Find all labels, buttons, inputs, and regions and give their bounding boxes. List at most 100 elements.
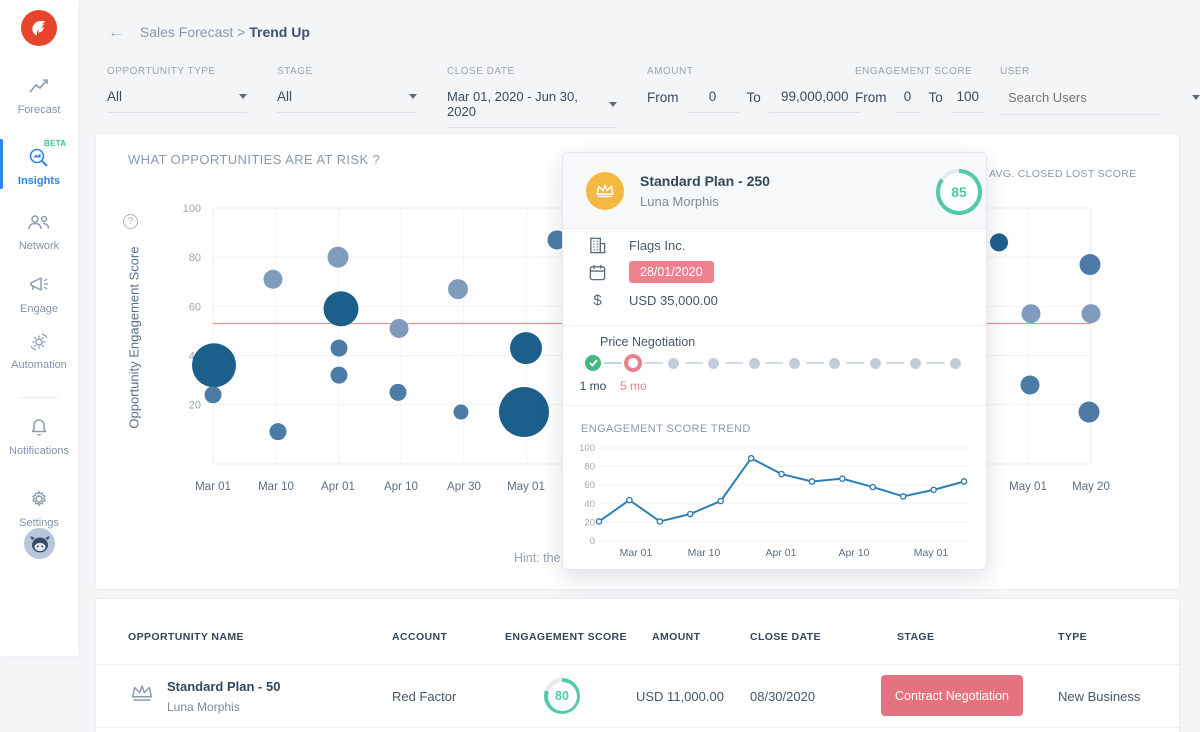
app-logo[interactable] [21,10,57,46]
opportunity-bubble[interactable] [327,246,349,268]
amount-cell: USD 11,000.00 [636,689,724,704]
bot-avatar[interactable] [24,528,55,559]
people-icon [0,211,78,233]
sidebar-item-insights[interactable]: Insights [0,146,78,189]
tooltip-header: Standard Plan - 250 Luna Morphis 85 [563,153,986,229]
selected-value: All [277,89,293,104]
hint-text: Hint: the [514,551,561,565]
opportunity-bubble[interactable] [1020,375,1040,395]
future-stage-node [668,357,680,369]
dollar-icon: $ [593,292,602,309]
y-axis-title: Opportunity Engagement Score [126,246,142,429]
opportunity-bubble[interactable] [990,233,1008,252]
filter-close-date: CLOSE DATE Mar 01, 2020 - Jun 30, 2020 [447,66,617,128]
filter-label: OPPORTUNITY TYPE [107,66,216,77]
sidebar-item-label: Notifications [9,445,69,457]
stage-badge-button[interactable]: Contract Negotiation [881,675,1023,716]
trend-line [598,456,965,523]
opportunity-bubble[interactable] [269,423,287,441]
opportunity-bubble[interactable] [453,404,469,420]
sidebar-item-label: Network [18,240,60,252]
opportunity-bubble[interactable] [1081,304,1101,324]
opportunity-bubble[interactable] [547,230,567,250]
help-icon[interactable]: ? [123,214,138,229]
engagement-score-value: 80 [547,681,577,711]
future-stage-node [829,357,841,369]
sidebar-item-automation[interactable]: Automation [0,330,78,373]
future-stage-node [708,357,720,369]
score-to-input[interactable] [950,89,985,113]
opportunity-bubble[interactable] [330,339,348,357]
score-from-input[interactable] [894,89,921,113]
col-type: TYPE [1058,631,1088,643]
amount-to-input[interactable] [768,89,861,113]
gear-icon [0,488,78,510]
engagement-score-ring: 80 [544,678,580,714]
opportunity-bubble[interactable] [204,386,222,404]
close-date-cell: 08/30/2020 [750,689,816,704]
filter-label: STAGE [277,66,313,77]
filter-label: CLOSE DATE [447,66,515,77]
robot-face-icon [29,535,50,552]
bell-icon [0,416,78,438]
megaphone-icon [0,274,78,296]
filter-user: USER [1000,66,1200,115]
table-row-divider [96,727,1179,728]
x-tick-label: May 01 [507,481,545,493]
opportunity-bubble[interactable] [192,343,236,388]
opportunity-type-select[interactable]: All [107,89,247,113]
sidebar-item-label: Insights [17,175,61,187]
amount-from-input[interactable] [686,89,739,113]
future-stage-node [869,357,881,369]
opportunity-name[interactable]: Standard Plan - 50 [167,679,281,694]
to-label: To [746,90,761,105]
y-tick-label: 80 [584,462,595,473]
close-date-select[interactable]: Mar 01, 2020 - Jun 30, 2020 [447,89,617,128]
trend-up-icon [0,75,78,97]
opportunity-tooltip: Standard Plan - 250 Luna Morphis 85 Flag… [562,152,987,570]
trend-point [808,478,816,485]
future-stage-node [789,357,800,369]
opportunity-bubble[interactable] [510,332,542,365]
opportunity-bubble[interactable] [330,366,348,384]
future-stage-node [950,357,962,369]
user-search-input[interactable] [1008,90,1184,105]
opportunity-bubble[interactable] [389,383,407,401]
user-search[interactable] [1000,89,1200,115]
opportunity-bubble[interactable] [323,291,359,327]
opportunities-table-card: OPPORTUNITY NAME ACCOUNT ENGAGEMENT SCOR… [95,598,1180,732]
automation-gear-icon [0,330,78,352]
chevron-down-icon [239,94,247,99]
opportunity-bubble[interactable] [1078,401,1100,423]
filter-opportunity-type: OPPORTUNITY TYPE All [107,66,247,113]
sidebar-item-network[interactable]: Network [0,211,78,254]
trend-point [595,518,603,525]
trend-point [839,475,846,482]
back-arrow-icon[interactable]: ← [108,24,124,41]
timeline-connector [926,362,945,364]
opportunity-owner: Luna Morphis [167,700,240,714]
tooltip-account: Flags Inc. [629,238,686,253]
opportunity-bubble[interactable] [1079,254,1101,276]
stage-select[interactable]: All [277,89,417,113]
y-tick-label: 100 [579,443,595,454]
sidebar-item-settings[interactable]: Settings [0,488,78,531]
calendar-icon [589,264,606,280]
y-tick-label: 60 [189,301,201,313]
breadcrumb-current: Trend Up [249,24,310,40]
opportunity-bubble[interactable] [499,387,549,438]
opportunity-bubble[interactable] [1021,304,1041,324]
sidebar-item-forecast[interactable]: Forecast [0,75,78,118]
building-icon [590,237,606,254]
sidebar-item-notifications[interactable]: Notifications [0,416,78,459]
x-tick-label: May 20 [1072,481,1110,493]
trend-chart-title: ENGAGEMENT SCORE TREND [581,423,751,435]
col-amount: AMOUNT [652,631,701,643]
sidebar-item-engage[interactable]: Engage [0,274,78,317]
y-tick-label: 80 [189,252,201,264]
opportunity-bubble[interactable] [389,318,409,338]
sidebar: BETA Forecast Insights Network Engage Au… [0,0,78,656]
opportunity-bubble[interactable] [263,269,283,289]
opportunity-bubble[interactable] [448,279,468,300]
breadcrumb-parent[interactable]: Sales Forecast > [139,24,246,40]
